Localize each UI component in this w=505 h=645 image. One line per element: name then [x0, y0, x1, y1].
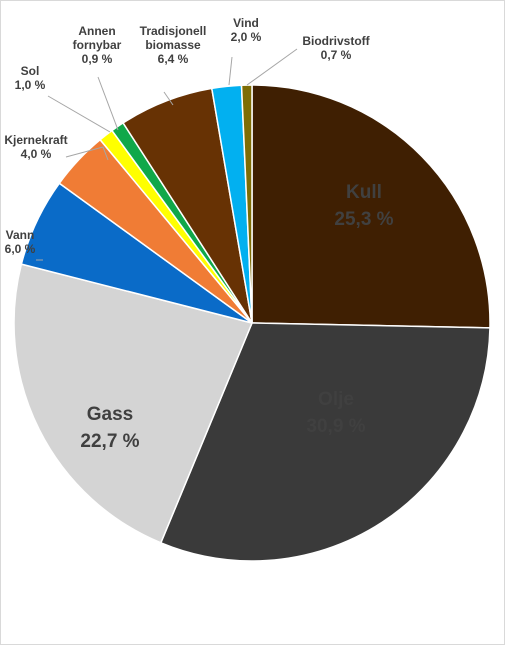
label-value-sol: 1,0 %: [15, 78, 46, 92]
label-kjernekraft: Kjernekraft 4,0 %: [4, 133, 67, 161]
slice-kull: [251, 84, 491, 329]
label-value-tradisjonell-biomasse: 6,4 %: [158, 52, 189, 66]
leader-line-kjernekraft: [65, 146, 109, 161]
label-name-gass: Gass: [87, 404, 133, 425]
label-value-olje: 30,9 %: [306, 416, 365, 437]
label-name-kjernekraft: Kjernekraft: [4, 133, 67, 147]
label-kull: Kull 25,3 %: [334, 182, 393, 230]
pie-slices: [13, 84, 491, 562]
label-name-kull: Kull: [346, 182, 382, 203]
label-value-kull: 25,3 %: [334, 209, 393, 230]
slice-gass: [13, 263, 253, 544]
label-value-annen-fornybar: 0,9 %: [82, 52, 113, 66]
label-tradisjonell-biomasse: Tradisjonell biomasse 6,4 %: [140, 24, 207, 66]
label-name-biodrivstoff: Biodrivstoff: [302, 34, 370, 48]
label-value-kjernekraft: 4,0 %: [21, 147, 52, 161]
label-name-annen-fornybar: fornybar: [73, 38, 122, 52]
leader-line-biodrivstoff: [246, 48, 298, 86]
slice-labels: Kull 25,3 % Olje 30,9 % Gass 22,7 % Vann 6,0 % K…: [4, 16, 393, 452]
label-value-vind: 2,0 %: [231, 30, 262, 44]
label-value-vann: 6,0 %: [5, 242, 36, 256]
label-name-sol: Sol: [21, 64, 40, 78]
label-sol: Sol 1,0 %: [15, 64, 46, 92]
leader-line-tradisjonell-biomasse: [163, 91, 174, 106]
label-value-biodrivstoff: 0,7 %: [321, 48, 352, 62]
label-name-tradisjonell-biomasse: biomasse: [145, 38, 201, 52]
leader-lines: [36, 48, 298, 261]
label-name-tradisjonell-biomasse: Tradisjonell: [140, 24, 207, 38]
label-name-olje: Olje: [318, 389, 354, 410]
label-vind: Vind 2,0 %: [231, 16, 262, 44]
label-olje: Olje 30,9 %: [306, 389, 365, 437]
label-name-annen-fornybar: Annen: [78, 24, 115, 38]
label-vann: Vann 6,0 %: [5, 228, 36, 256]
label-name-vind: Vind: [233, 16, 259, 30]
slice-biodrivstoff: [240, 84, 253, 324]
label-gass: Gass 22,7 %: [80, 404, 139, 452]
label-value-gass: 22,7 %: [80, 431, 139, 452]
label-name-vann: Vann: [6, 228, 35, 242]
label-biodrivstoff: Biodrivstoff 0,7 %: [302, 34, 370, 62]
leader-line-annen-fornybar: [97, 76, 119, 131]
slice-olje: [160, 322, 491, 562]
label-annen-fornybar: Annen fornybar 0,9 %: [73, 24, 122, 66]
leader-line-sol: [47, 95, 111, 133]
leader-line-vind: [228, 56, 233, 86]
